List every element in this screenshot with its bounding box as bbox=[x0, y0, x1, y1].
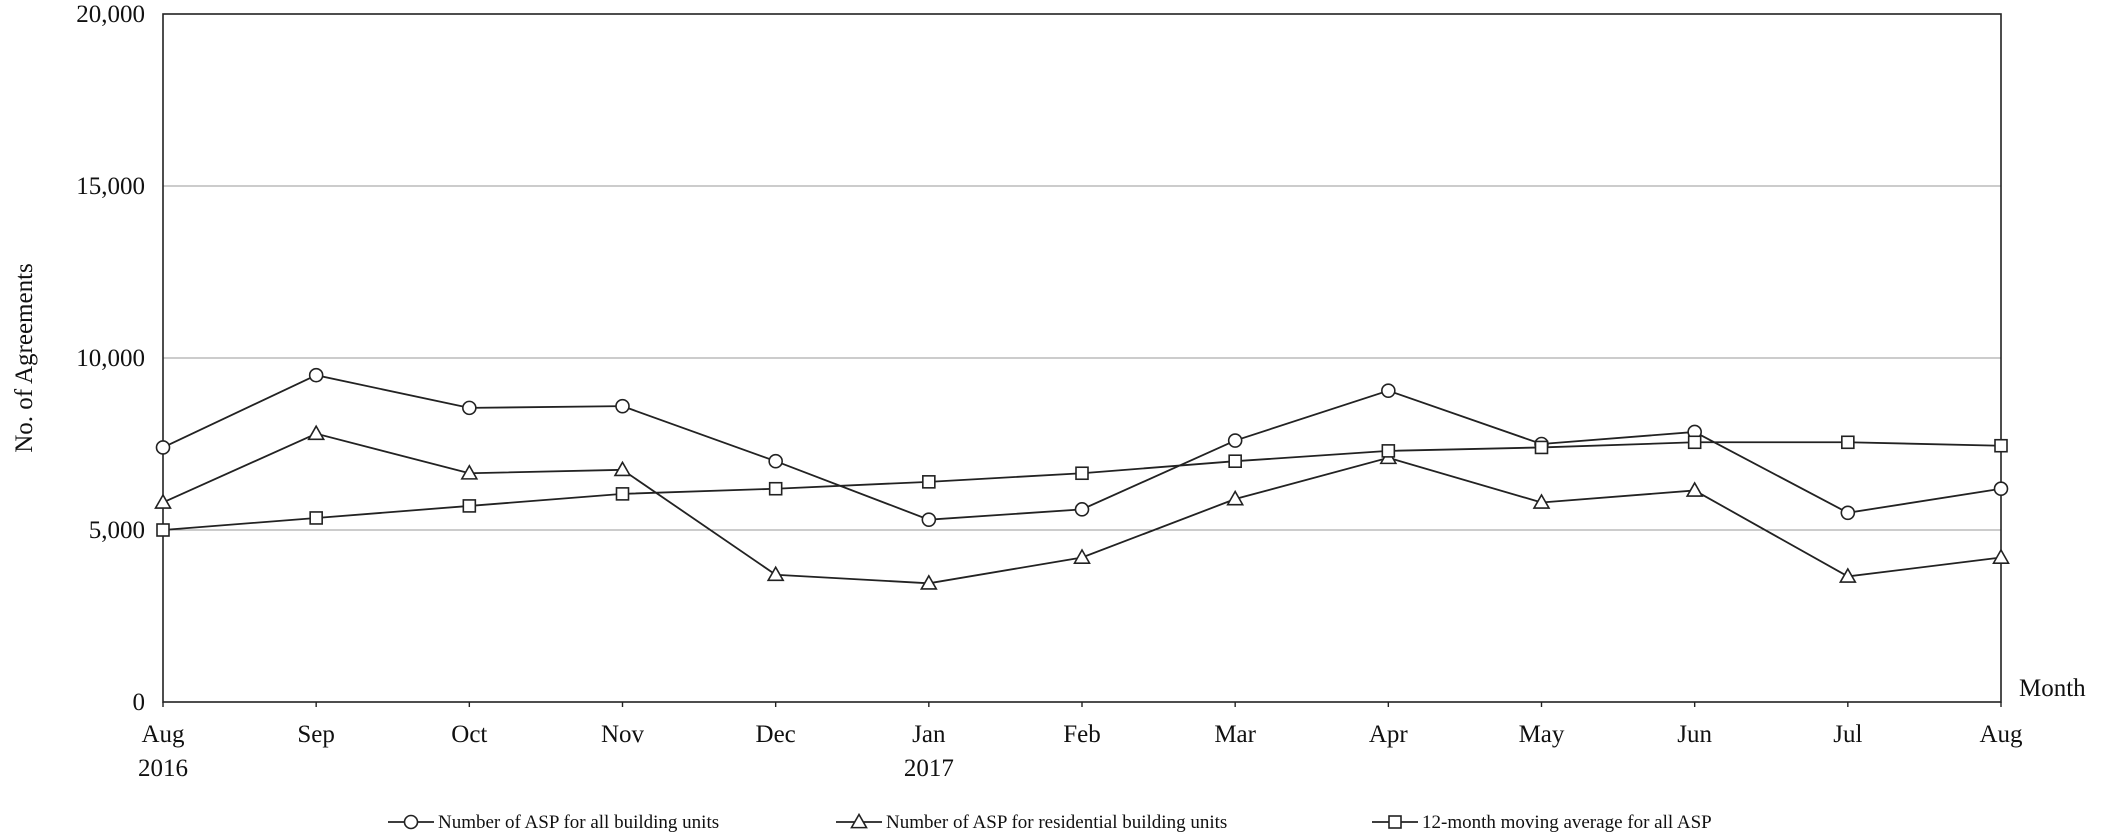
series-line bbox=[162, 374, 2002, 521]
square-marker bbox=[1994, 438, 2008, 453]
triangle-marker bbox=[1532, 493, 1551, 509]
circle-marker bbox=[403, 814, 419, 830]
square-marker bbox=[309, 511, 323, 525]
square-marker bbox=[1381, 444, 1396, 458]
square-marker bbox=[1228, 454, 1242, 469]
circle-marker bbox=[462, 400, 477, 416]
series-layer bbox=[154, 367, 2010, 590]
x-axis-title: Month bbox=[2019, 675, 2086, 702]
square-marker bbox=[1841, 435, 1855, 450]
circle-marker bbox=[768, 453, 783, 469]
circle-marker bbox=[155, 440, 171, 455]
legend-item-circle: Number of ASP for all building units bbox=[388, 812, 719, 833]
circle-marker bbox=[1993, 481, 2009, 497]
x-tick-label: Nov bbox=[601, 721, 645, 748]
x-tick-label: Jan bbox=[912, 721, 946, 748]
circle-marker bbox=[1074, 502, 1090, 517]
square-marker bbox=[1534, 440, 1549, 455]
legend-item-square: 12-month moving average for all ASP bbox=[1372, 812, 1712, 833]
triangle-marker bbox=[307, 424, 326, 441]
square-marker bbox=[1388, 815, 1402, 829]
circle-marker bbox=[1840, 505, 1856, 521]
triangle-marker bbox=[613, 460, 632, 477]
series-triangle bbox=[154, 424, 2010, 590]
square-marker bbox=[1687, 435, 1702, 450]
x-tick-label: Sep bbox=[297, 721, 335, 748]
circle-marker bbox=[1381, 383, 1396, 398]
legend: Number of ASP for all building units Numb… bbox=[388, 812, 1712, 833]
circle-marker bbox=[1227, 433, 1243, 448]
x-tick-label: Apr bbox=[1369, 721, 1409, 748]
x-tick-label: May bbox=[1519, 721, 1565, 748]
square-marker bbox=[922, 475, 936, 489]
circle-marker bbox=[615, 398, 630, 414]
y-tick-label: 10,000 bbox=[76, 345, 145, 372]
series-circle bbox=[155, 367, 2009, 527]
y-axis-title: No. of Agreements bbox=[11, 263, 38, 453]
square-marker bbox=[615, 487, 630, 501]
square-marker bbox=[462, 499, 477, 513]
circle-marker bbox=[308, 367, 324, 383]
triangle-marker bbox=[850, 812, 868, 829]
triangle-marker bbox=[919, 574, 938, 590]
legend-label: Number of ASP for residential building u… bbox=[886, 812, 1227, 833]
y-tick-labels: 0 5,000 10,000 15,000 20,000 bbox=[76, 1, 145, 716]
x-tick-year-label: 2017 bbox=[904, 755, 954, 782]
series-square bbox=[156, 435, 2008, 537]
triangle-marker bbox=[460, 464, 479, 480]
y-tick-label: 15,000 bbox=[76, 173, 145, 200]
triangle-marker bbox=[1685, 481, 1704, 497]
series-line bbox=[162, 441, 2002, 531]
x-tick-label: Feb bbox=[1063, 721, 1101, 748]
x-tick-label: Jul bbox=[1833, 721, 1862, 748]
triangle-marker bbox=[1226, 489, 1245, 506]
x-tick-label: Aug bbox=[141, 721, 185, 748]
legend-label: 12-month moving average for all ASP bbox=[1422, 812, 1712, 833]
x-tick-label: Jun bbox=[1677, 721, 1712, 748]
square-marker bbox=[1075, 466, 1089, 481]
circle-marker bbox=[921, 512, 937, 527]
square-marker bbox=[156, 523, 170, 537]
legend-item-triangle: Number of ASP for residential building u… bbox=[836, 812, 1227, 833]
y-tick-label: 0 bbox=[133, 689, 146, 716]
legend-label: Number of ASP for all building units bbox=[438, 812, 719, 833]
gridlines bbox=[163, 185, 2001, 531]
triangle-marker bbox=[1838, 567, 1857, 583]
triangle-marker bbox=[154, 493, 172, 509]
x-tick-label: Aug bbox=[1979, 721, 2023, 748]
x-tick-year-label: 2016 bbox=[138, 755, 188, 782]
x-tick-label: Dec bbox=[756, 721, 796, 748]
y-tick-label: 5,000 bbox=[89, 517, 145, 544]
square-marker bbox=[768, 481, 783, 496]
triangle-marker bbox=[1073, 548, 1091, 564]
triangle-marker bbox=[766, 565, 785, 582]
y-tick-label: 20,000 bbox=[76, 1, 145, 28]
x-tick-labels: Aug 2016 Sep Oct Nov Dec Jan 2017 Feb Mar Apr May Ju… bbox=[138, 702, 2023, 782]
x-tick-label: Mar bbox=[1214, 721, 1256, 748]
x-tick-label: Oct bbox=[451, 721, 487, 748]
triangle-marker bbox=[1992, 548, 2010, 564]
